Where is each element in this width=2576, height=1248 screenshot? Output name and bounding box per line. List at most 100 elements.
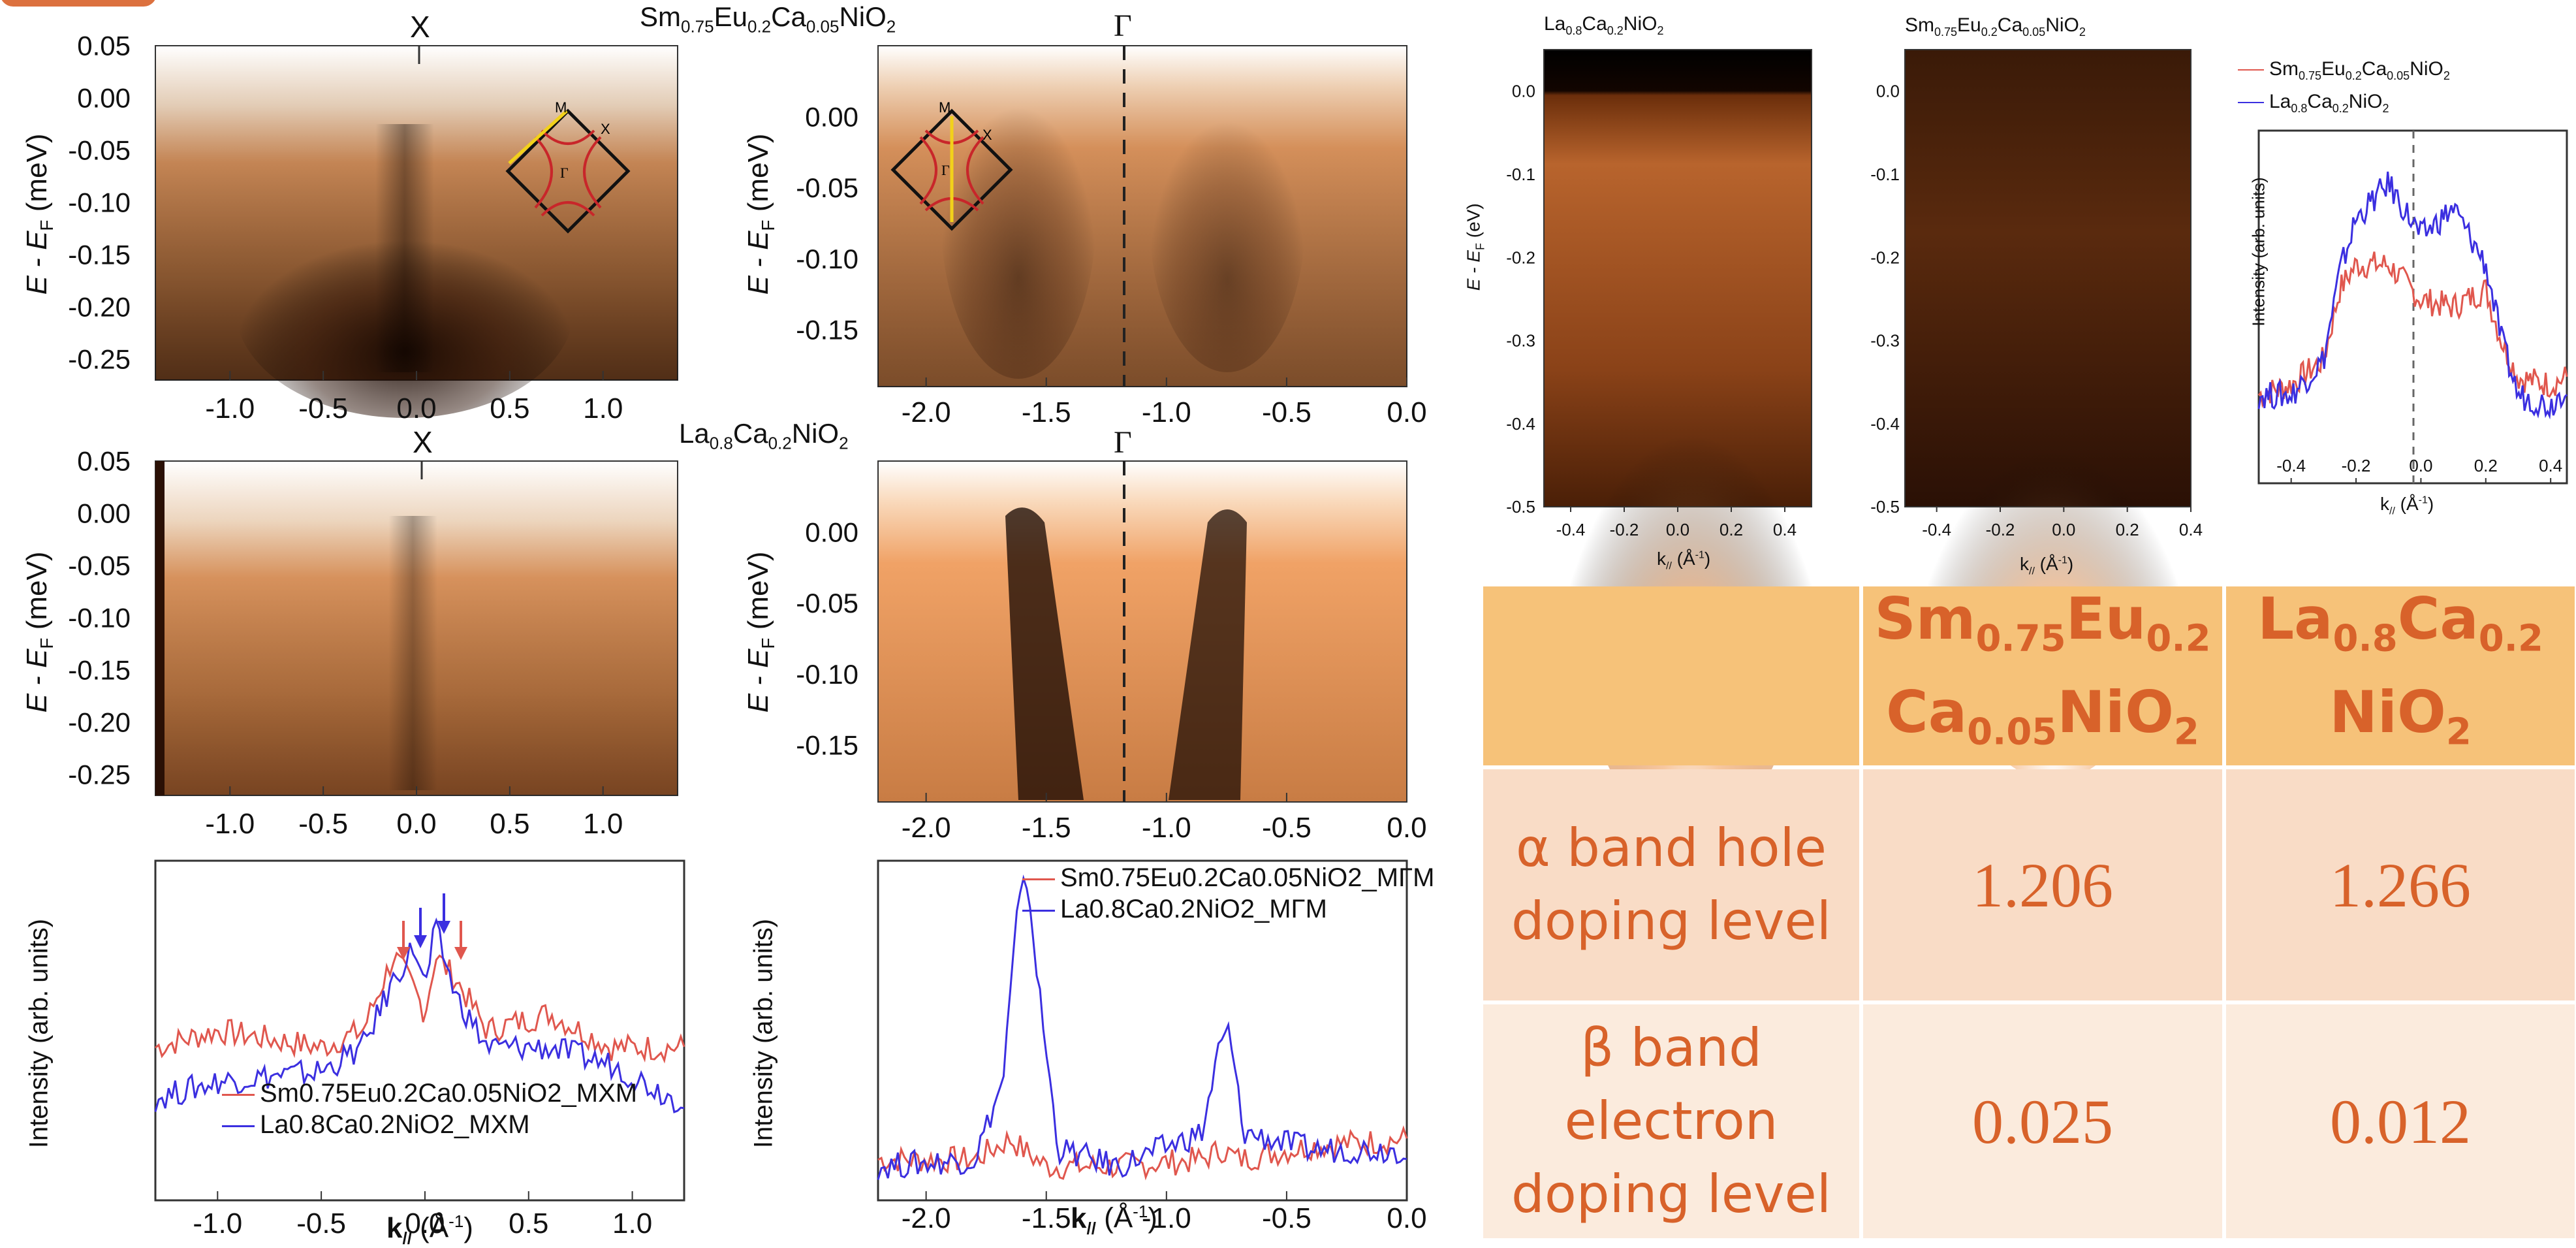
tick-label: 0.4 — [2179, 520, 2203, 539]
tick-label: -0.25 — [68, 344, 131, 375]
heatmap-la-gamma — [877, 460, 1407, 803]
tick-label: -0.2 — [2342, 456, 2371, 475]
tick-label: -1.0 — [1142, 812, 1191, 844]
tick-label: 0.5 — [509, 1208, 548, 1240]
tick-label: -0.25 — [68, 760, 131, 790]
tick-label: -0.10 — [68, 603, 131, 633]
tick-label: 0.2 — [2474, 456, 2498, 475]
tick-label: 0.5 — [490, 392, 529, 424]
legend-mxm-la-label: La0.8Ca0.2NiO2_MXM — [260, 1110, 530, 1139]
tick-label: 0.00 — [77, 498, 131, 529]
doping-table: Sm0.75Eu0.2 Ca0.05NiO2 La0.8Ca0.2 NiO2 α… — [1483, 585, 2575, 1238]
ylabel-energy-right: E - EF (eV) — [1463, 203, 1487, 291]
arpes-figure-right: -0.4 -0.2 0.0 0.2 0.4 0.0 -0.1 -0.2 -0.3 -0.4 -0.5… — [1506, 49, 2568, 842]
tick-label: 1.0 — [583, 808, 623, 840]
legend-mxm: Sm0.75Eu0.2Ca0.05NiO2_MXM La0.8Ca0.2NiO2… — [222, 1078, 637, 1140]
tick-label: 0.00 — [805, 101, 858, 132]
tick-label: -0.15 — [68, 240, 131, 270]
tick-label: 0.2 — [1720, 520, 1743, 539]
tick-label: -0.05 — [68, 135, 131, 166]
tick-label: 0.0 — [1387, 396, 1426, 428]
tick-label: -0.4 — [1506, 414, 1535, 434]
legend-mxm-sm: Sm0.75Eu0.2Ca0.05NiO2_MXM — [222, 1078, 637, 1109]
tick-label: 0.0 — [1876, 82, 1900, 101]
tick-label: -0.4 — [1556, 520, 1586, 539]
point-label-x-1: X — [410, 10, 430, 44]
tick-label: -0.3 — [1506, 331, 1535, 351]
tick-label: -0.15 — [796, 730, 858, 761]
tick-label: 1.0 — [583, 392, 623, 424]
heatmap-la-x — [155, 460, 678, 796]
row-beta-la: 0.012 — [2226, 1004, 2575, 1238]
bz-label-gamma-2: Γ — [941, 162, 950, 178]
tick-label: -1.0 — [205, 392, 255, 424]
tick-label: -0.5 — [1870, 497, 1900, 517]
tick-label: -0.05 — [68, 551, 131, 581]
title-sm-right: Sm0.75Eu0.2Ca0.05NiO2 — [1905, 14, 2086, 39]
series-line-0 — [877, 1125, 1408, 1181]
bz-label-m: M — [555, 99, 567, 116]
legend-mgm: Sm0.75Eu0.2Ca0.05NiO2_MΓM La0.8Ca0.2NiO2… — [1022, 862, 1434, 925]
tick-label: -0.5 — [298, 392, 348, 424]
legend-right-la: La0.8Ca0.2NiO2 — [2238, 89, 2450, 121]
xlabel-k-right-2: k// (Å-1) — [2020, 554, 2074, 577]
legend-mxm-sm-label: Sm0.75Eu0.2Ca0.05NiO2_MXM — [260, 1079, 638, 1108]
ylabel-intensity-right: Intensity (arb. units) — [2248, 177, 2269, 327]
tick-label: -0.4 — [1922, 520, 1951, 539]
tick-label: 0.00 — [77, 83, 131, 114]
tick-label: -1.5 — [1022, 1202, 1071, 1234]
tick-label: -0.5 — [1506, 497, 1535, 517]
tick-label: 0.0 — [2409, 456, 2432, 475]
tick-label: -0.2 — [1610, 520, 1639, 539]
legend-mgm-sm: Sm0.75Eu0.2Ca0.05NiO2_MΓM — [1022, 862, 1434, 893]
ylabel-intensity-2: Intensity (arb. units) — [749, 918, 778, 1149]
legend-mgm-la: La0.8Ca0.2NiO2_MΓM — [1022, 893, 1434, 925]
arpes-figure-left: M X Γ M X Γ — [68, 31, 1426, 1240]
legend-mgm-la-label: La0.8Ca0.2NiO2_MΓM — [1060, 895, 1327, 923]
tick-label: 0.4 — [1773, 520, 1797, 539]
title-la-left: La0.8Ca0.2NiO2 — [679, 418, 849, 453]
tick-label: 0.0 — [396, 392, 436, 424]
tick-label: -0.1 — [1870, 165, 1900, 184]
bz-inset-sm-2: M X Γ — [890, 99, 1013, 231]
point-label-x-2: X — [413, 425, 433, 459]
row-alpha-label: α band hole doping level — [1483, 769, 1859, 1000]
legend-right-sm: Sm0.75Eu0.2Ca0.05NiO2 — [2238, 56, 2450, 89]
tick-label: -1.0 — [205, 808, 255, 840]
tick-label: -0.10 — [796, 659, 858, 690]
tick-label: -0.5 — [1262, 812, 1312, 844]
bz-label-gamma: Γ — [560, 165, 569, 181]
tick-label: 0.0 — [1512, 82, 1535, 101]
row-beta-label: β band electron doping level — [1483, 1004, 1859, 1238]
tick-label: -0.2 — [1986, 520, 2015, 539]
xlabel-k-1: k// (Å-1) — [386, 1211, 473, 1248]
tick-label: 1.0 — [612, 1208, 652, 1240]
plot-right — [2257, 171, 2568, 420]
tick-label: 0.0 — [396, 808, 436, 840]
tick-label: -2.0 — [902, 396, 951, 428]
tick-label: 0.0 — [2052, 520, 2075, 539]
tick-label: 0.2 — [2116, 520, 2139, 539]
tick-label: 0.0 — [405, 1208, 445, 1240]
series-line-1 — [154, 917, 685, 1113]
tick-labels-left: -1.0 -0.5 0.0 0.5 1.0 0.05 0.00 -0.05 -0.10 -0.15… — [68, 31, 1426, 1240]
series-line-1 — [877, 874, 1407, 1180]
bz-label-x-2: X — [982, 127, 992, 143]
tick-label: -0.05 — [796, 588, 858, 618]
row-alpha-la: 1.266 — [2226, 769, 2575, 1000]
tick-label: -1.0 — [1142, 396, 1191, 428]
tick-label: -2.0 — [902, 1202, 951, 1234]
row-beta-sm: 0.025 — [1863, 1004, 2222, 1238]
tick-label: -0.5 — [296, 1208, 346, 1240]
slide-title-fragment — [0, 0, 170, 7]
tick-label: -0.2 — [1870, 248, 1900, 267]
table-header-empty — [1483, 586, 1859, 765]
table-header-sm: Sm0.75Eu0.2 Ca0.05NiO2 — [1863, 585, 2222, 765]
legend-mgm-sm-label: Sm0.75Eu0.2Ca0.05NiO2_MΓM — [1060, 863, 1435, 892]
legend-right: Sm0.75Eu0.2Ca0.05NiO2 La0.8Ca0.2NiO2 — [2238, 56, 2450, 121]
title-la-right: La0.8Ca0.2NiO2 — [1544, 13, 1664, 37]
tick-label: -0.4 — [1870, 414, 1900, 434]
bz-label-m-2: M — [939, 99, 950, 116]
tick-label: -0.15 — [68, 655, 131, 686]
tick-label: 0.4 — [2539, 456, 2562, 475]
